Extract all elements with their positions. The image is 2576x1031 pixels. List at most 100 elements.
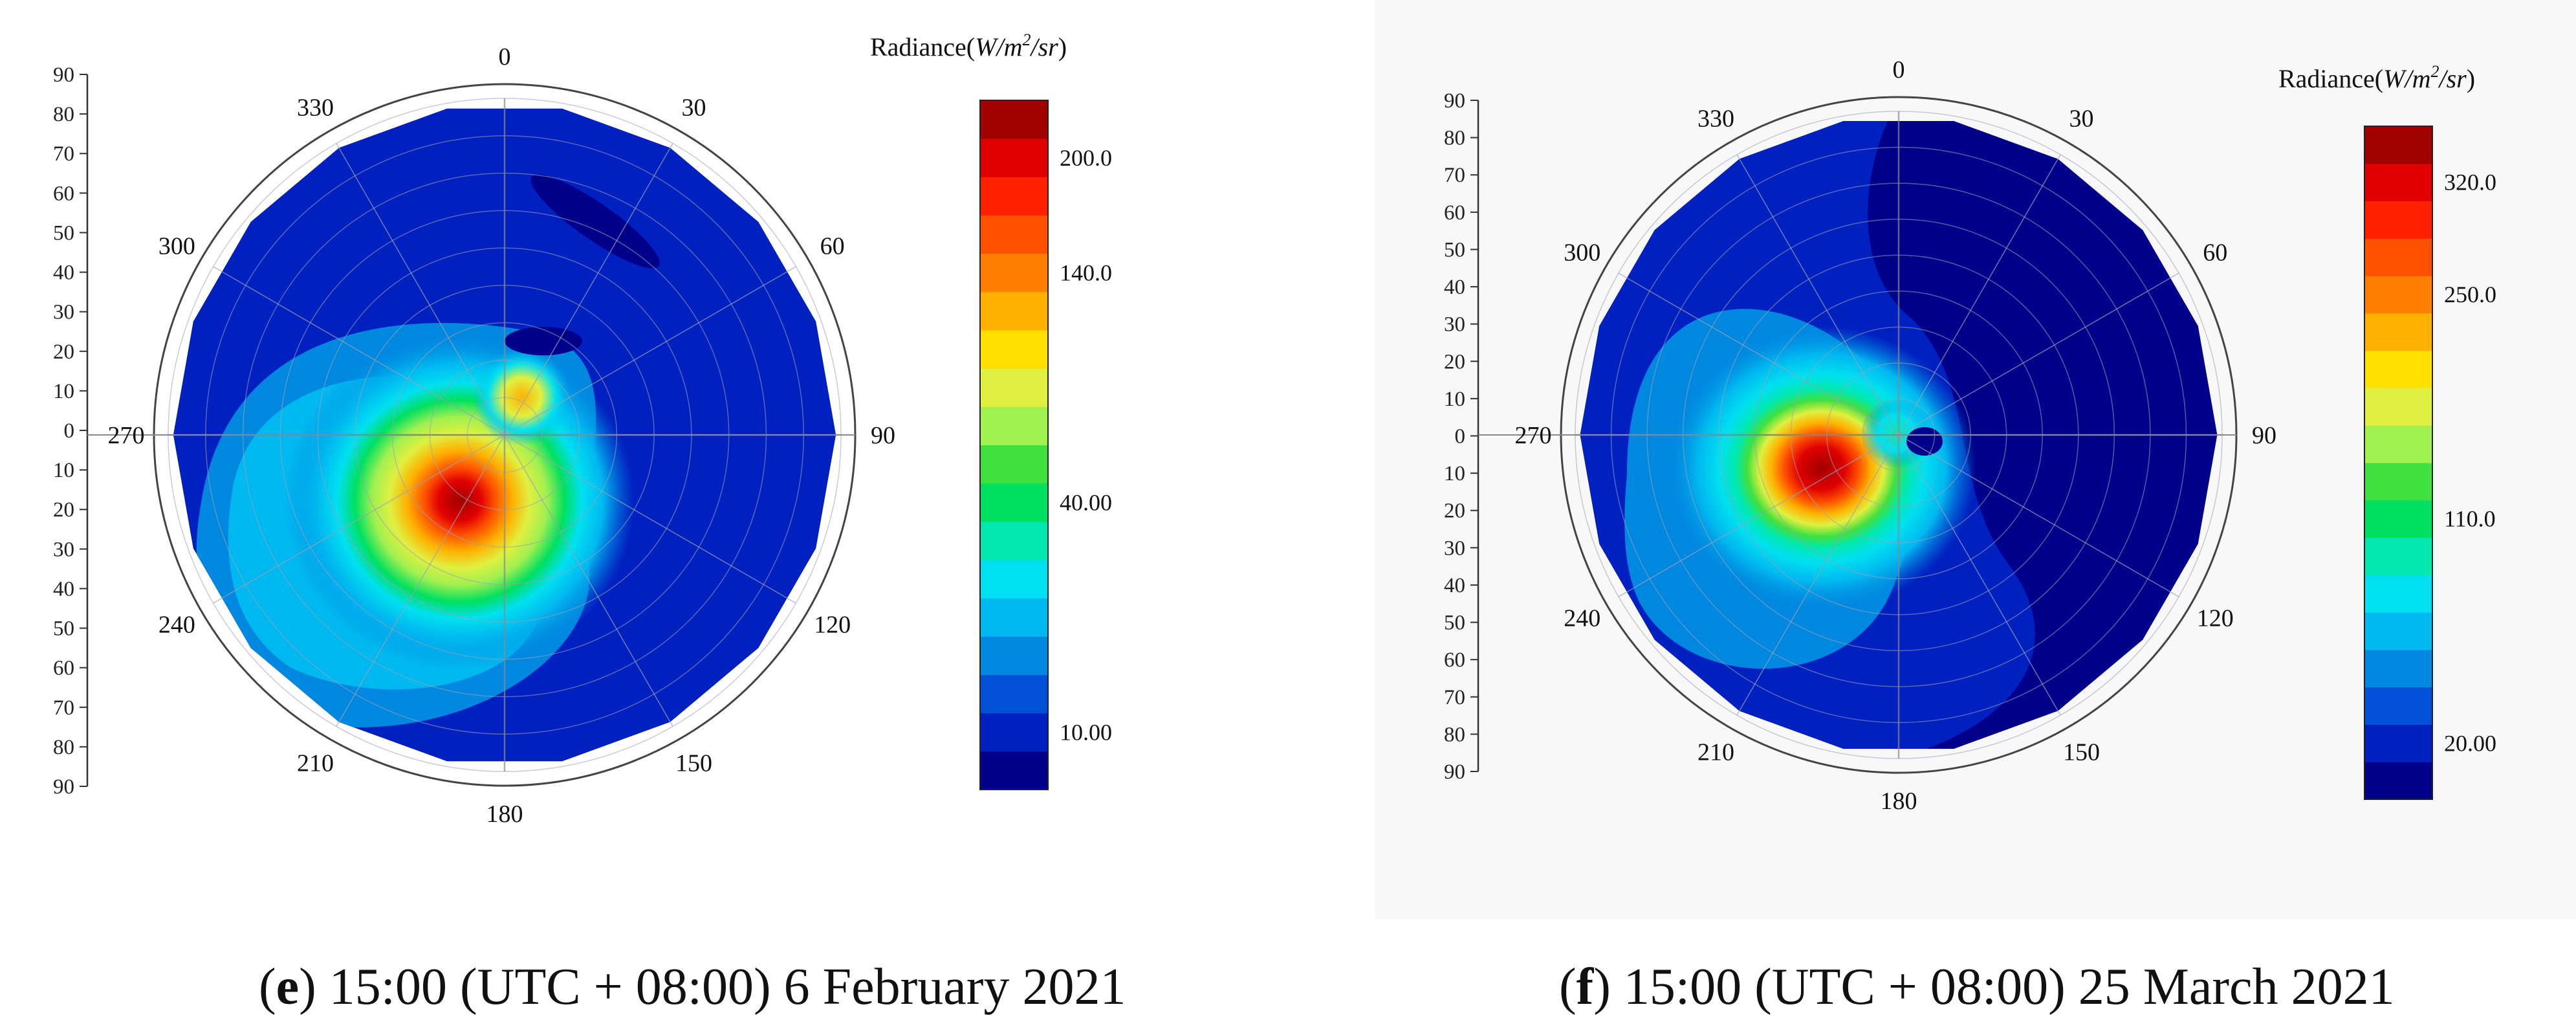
zenith-tick-label: 0: [1455, 425, 1466, 449]
colorbar-segment: [2364, 350, 2432, 388]
colorbar-segment: [980, 330, 1048, 369]
colorbar-tick-label: 320.0: [2444, 170, 2496, 195]
zenith-axis-f: 90 80 70 60 50 40 30 20 10 0 10 20 30 40 50 60 70 80 90: [1444, 89, 1479, 784]
colorbar-segment: [2364, 425, 2432, 463]
grid-spoke-e: [504, 143, 673, 436]
grid-spoke-e: [213, 266, 505, 436]
grid-spoke-e: [213, 434, 505, 604]
polar-grid-f: [1478, 111, 2236, 759]
colorbar-segment: [2364, 762, 2432, 800]
colorbar-segment: [980, 445, 1048, 484]
grid-spoke-f: [1618, 434, 1899, 597]
zenith-tick-label: 90: [1444, 760, 1465, 784]
zenith-tick-label: 40: [53, 577, 74, 601]
azimuth-label: 90: [2252, 422, 2276, 449]
azimuth-label: 0: [1893, 56, 1905, 83]
polar-chart-f: 90 80 70 60 50 40 30 20 10 0 10 20 30 40 50 60 70 80 90 0 3…: [1444, 56, 2496, 815]
colorbar-segment: [2364, 126, 2432, 164]
caption-text-f: 15:00 (UTC + 08:00) 25 March 2021: [1610, 959, 2395, 1015]
grid-spoke-e: [336, 434, 505, 727]
zenith-tick-label: 20: [53, 498, 74, 522]
colorbar-segment: [2364, 201, 2432, 239]
zenith-tick-label: 40: [53, 261, 74, 285]
colorbar-segment: [980, 751, 1048, 790]
colorbar-tick-label: 200.0: [1060, 145, 1112, 171]
colorbar-title-e: Radiance(W/m2/sr): [870, 30, 1067, 61]
colorbar-segment: [2364, 575, 2432, 613]
colorbar-tick-label: 140.0: [1060, 260, 1112, 285]
zenith-tick-label: 60: [1444, 201, 1465, 225]
azimuth-label: 270: [1515, 422, 1552, 449]
grid-spoke-f: [1736, 154, 1899, 436]
zenith-tick-label: 10: [53, 380, 74, 403]
zenith-tick-label: 70: [53, 142, 74, 166]
colorbar-tick-label: 20.00: [2444, 730, 2496, 756]
zenith-tick-label: 10: [1444, 462, 1465, 485]
zenith-tick-label: 70: [53, 696, 74, 720]
zenith-tick-label: 60: [1444, 649, 1465, 672]
colorbar-segment: [980, 406, 1048, 445]
azimuth-label: 60: [2203, 239, 2227, 267]
grid-spoke-f: [1898, 434, 2179, 597]
radiance-secondary-peak-e: [473, 348, 571, 446]
azimuth-label: 330: [297, 94, 334, 121]
azimuth-label: 330: [1697, 105, 1734, 133]
azimuth-label: 150: [2063, 738, 2100, 766]
colorbar-segment: [980, 291, 1048, 331]
zenith-tick-label: 0: [64, 419, 75, 443]
azimuth-label: 240: [158, 612, 195, 639]
caption-letter-e: e: [276, 959, 300, 1015]
colorbar-segment: [980, 598, 1048, 637]
zenith-tick-label: 50: [53, 221, 74, 245]
caption-f: (f) 15:00 (UTC + 08:00) 25 March 2021: [1559, 959, 2395, 1015]
zenith-tick-label: 90: [53, 63, 74, 87]
colorbar-segment: [2364, 612, 2432, 650]
zenith-tick-label: 30: [53, 538, 74, 561]
colorbar-segment: [2364, 313, 2432, 351]
zenith-tick-label: 80: [1444, 723, 1465, 746]
azimuth-label: 150: [675, 750, 712, 777]
azimuth-label: 60: [820, 233, 845, 260]
colorbar-segment: [2364, 238, 2432, 276]
zenith-tick-label: 80: [53, 736, 74, 759]
colorbar-segment: [980, 253, 1048, 293]
colorbar-tick-label: 110.0: [2444, 506, 2496, 532]
zenith-tick-label: 20: [53, 340, 74, 364]
azimuth-label: 210: [1697, 738, 1734, 766]
zenith-tick-label: 80: [53, 103, 74, 126]
azimuth-label: 90: [871, 422, 895, 449]
zenith-tick-label: 40: [1444, 276, 1465, 299]
grid-spoke-f: [1736, 434, 1899, 716]
grid-spoke-e: [504, 434, 796, 604]
colorbar-segment: [980, 177, 1048, 216]
colorbar-segment: [2364, 537, 2432, 575]
zenith-tick-label: 80: [1444, 127, 1465, 150]
zenith-tick-label: 20: [1444, 350, 1465, 373]
colorbar-segment: [2364, 163, 2432, 202]
colorbar-segment: [2364, 649, 2432, 688]
colorbar-segment: [980, 215, 1048, 254]
colorbar-segment: [2364, 276, 2432, 314]
zenith-tick-label: 90: [1444, 89, 1465, 113]
colorbar-segment: [980, 100, 1048, 139]
colorbar-frame: [979, 100, 1049, 790]
colorbar-segment: [2364, 724, 2432, 762]
zenith-tick-label: 60: [53, 182, 74, 205]
dark-spot-f1: [1906, 427, 1943, 456]
zenith-axis-e: 90 80 70 60 50 40 30 20 10 0 10 20 30 40 50 60 70 80 90: [53, 63, 89, 799]
zenith-tick-label: 50: [1444, 238, 1465, 261]
zenith-tick-label: 60: [53, 657, 74, 680]
colorbar-segment: [980, 483, 1048, 522]
dark-spot-e2: [505, 327, 582, 355]
colorbar-tick-label: 10.00: [1060, 719, 1112, 745]
zenith-tick-label: 30: [53, 301, 74, 324]
colorbar-segment: [2364, 388, 2432, 426]
grid-spoke-f: [1898, 154, 2061, 436]
caption-text-e: 15:00 (UTC + 08:00) 6 February 2021: [316, 959, 1126, 1015]
caption-e: (e) 15:00 (UTC + 08:00) 6 February 2021: [259, 959, 1126, 1015]
grid-spoke-f: [1618, 272, 1899, 436]
zenith-tick-label: 70: [1444, 686, 1465, 709]
colorbar-e: 200.0 140.0 40.00 10.00: [979, 100, 1112, 790]
dark-spot-e1: [530, 174, 660, 269]
grid-spoke-f: [1898, 272, 2179, 436]
